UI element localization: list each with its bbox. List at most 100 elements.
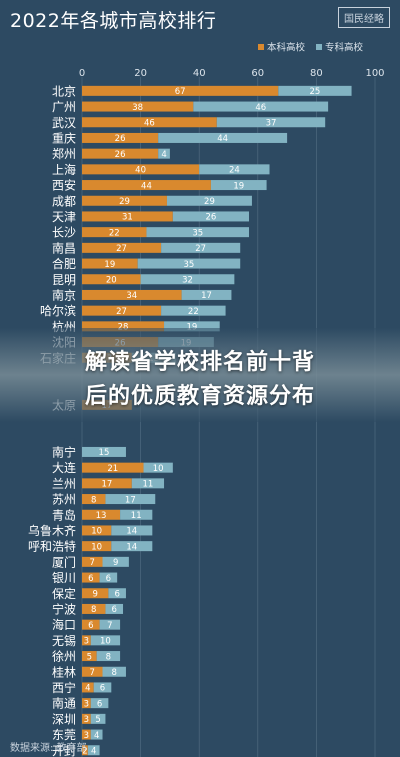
bar-undergrad [82, 305, 162, 316]
data-label: 35 [184, 260, 195, 270]
data-label: 29 [204, 197, 215, 207]
category-label: 桂林 [52, 664, 76, 679]
data-label: 44 [141, 181, 152, 191]
data-label: 11 [131, 511, 142, 521]
data-label: 7 [90, 558, 95, 568]
bar-undergrad [82, 525, 112, 536]
bar-undergrad [82, 117, 217, 128]
bar-junior-college [164, 321, 220, 332]
bar-undergrad [82, 666, 103, 677]
bar-junior-college [193, 101, 329, 112]
category-label: 开封 [52, 744, 76, 757]
bar-undergrad [82, 227, 147, 238]
data-label: 31 [122, 213, 133, 223]
bar-undergrad [82, 698, 91, 709]
bar-junior-college [93, 682, 112, 693]
data-label: 13 [96, 511, 107, 521]
bar-junior-college [90, 729, 103, 740]
bar-junior-college [102, 556, 129, 567]
x-tick-label: 80 [310, 68, 323, 79]
data-label: 28 [118, 323, 129, 333]
data-label: 6 [112, 605, 117, 615]
data-label: 7 [107, 621, 112, 631]
data-label: 15 [99, 448, 110, 458]
bar-junior-college [158, 148, 170, 159]
category-label: 青岛 [52, 507, 76, 522]
data-label: 4 [94, 731, 99, 741]
data-label: 3 [84, 637, 89, 647]
data-label: 14 [126, 527, 137, 537]
bar-junior-college [158, 132, 288, 143]
bar-undergrad [82, 541, 112, 552]
brand-logo: 国民经略 [338, 7, 390, 28]
bar-junior-college [140, 274, 235, 285]
data-label: 46 [144, 118, 155, 128]
legend-label: 专科高校 [325, 42, 364, 54]
bar-junior-college [90, 713, 106, 724]
category-label: 重庆 [52, 131, 76, 145]
data-label: 2 [82, 746, 87, 756]
bar-undergrad [82, 713, 91, 724]
data-label: 17 [101, 480, 112, 490]
overlay-banner [0, 328, 400, 422]
bar-undergrad [82, 321, 165, 332]
data-label: 5 [87, 652, 92, 662]
bar-undergrad [82, 195, 167, 206]
category-label: 呼和浩特 [28, 539, 76, 554]
data-label: 4 [161, 150, 166, 160]
bar-junior-college [166, 195, 252, 206]
bar-undergrad [82, 211, 173, 222]
category-label: 保定 [52, 586, 76, 601]
bar-undergrad [82, 556, 103, 567]
category-label: 银川 [52, 571, 76, 585]
bar-undergrad [82, 651, 97, 662]
bar-junior-college [161, 305, 226, 316]
category-label: 宁波 [52, 601, 76, 616]
bar-undergrad [82, 148, 159, 159]
data-label: 21 [107, 464, 118, 474]
category-label: 上海 [52, 162, 76, 177]
data-label: 8 [106, 652, 111, 662]
category-label: 乌鲁木齐 [28, 523, 76, 538]
data-label: 7 [90, 668, 95, 678]
category-label: 苏州 [52, 493, 76, 507]
data-label: 14 [126, 542, 137, 552]
data-label: 26 [206, 213, 217, 223]
bar-undergrad [82, 132, 159, 143]
bar-junior-college [172, 211, 250, 222]
bar-junior-college [108, 588, 126, 599]
data-label: 29 [119, 197, 130, 207]
data-label: 5 [95, 715, 100, 725]
data-label: 9 [92, 589, 97, 599]
legend-label: 本科高校 [267, 42, 306, 54]
data-label: 8 [91, 495, 96, 505]
bar-undergrad [82, 164, 200, 175]
category-label: 成都 [52, 194, 76, 208]
bar-junior-college [105, 494, 156, 505]
data-label: 10 [91, 542, 102, 552]
category-label: 东莞 [52, 728, 76, 742]
category-label: 兰州 [52, 477, 76, 491]
data-label: 26 [115, 150, 126, 160]
bar-junior-college [278, 85, 352, 96]
data-label: 8 [112, 668, 117, 678]
category-label: 天津 [52, 210, 76, 224]
bar-junior-college [82, 446, 126, 457]
data-label: 37 [266, 118, 277, 128]
data-label: 3 [84, 715, 89, 725]
data-label: 19 [104, 260, 115, 270]
category-label: 合肥 [52, 256, 76, 271]
category-label: 南京 [52, 287, 76, 302]
data-label: 10 [91, 527, 102, 537]
bar-junior-college [102, 666, 126, 677]
bar-junior-college [96, 651, 121, 662]
data-label: 6 [100, 684, 105, 694]
category-label: 徐州 [52, 649, 76, 664]
data-label: 35 [192, 228, 203, 238]
bar-junior-college [199, 164, 270, 175]
data-label: 25 [310, 87, 321, 97]
category-label: 北京 [52, 84, 76, 98]
bar-undergrad [82, 603, 106, 614]
data-label: 10 [153, 464, 164, 474]
